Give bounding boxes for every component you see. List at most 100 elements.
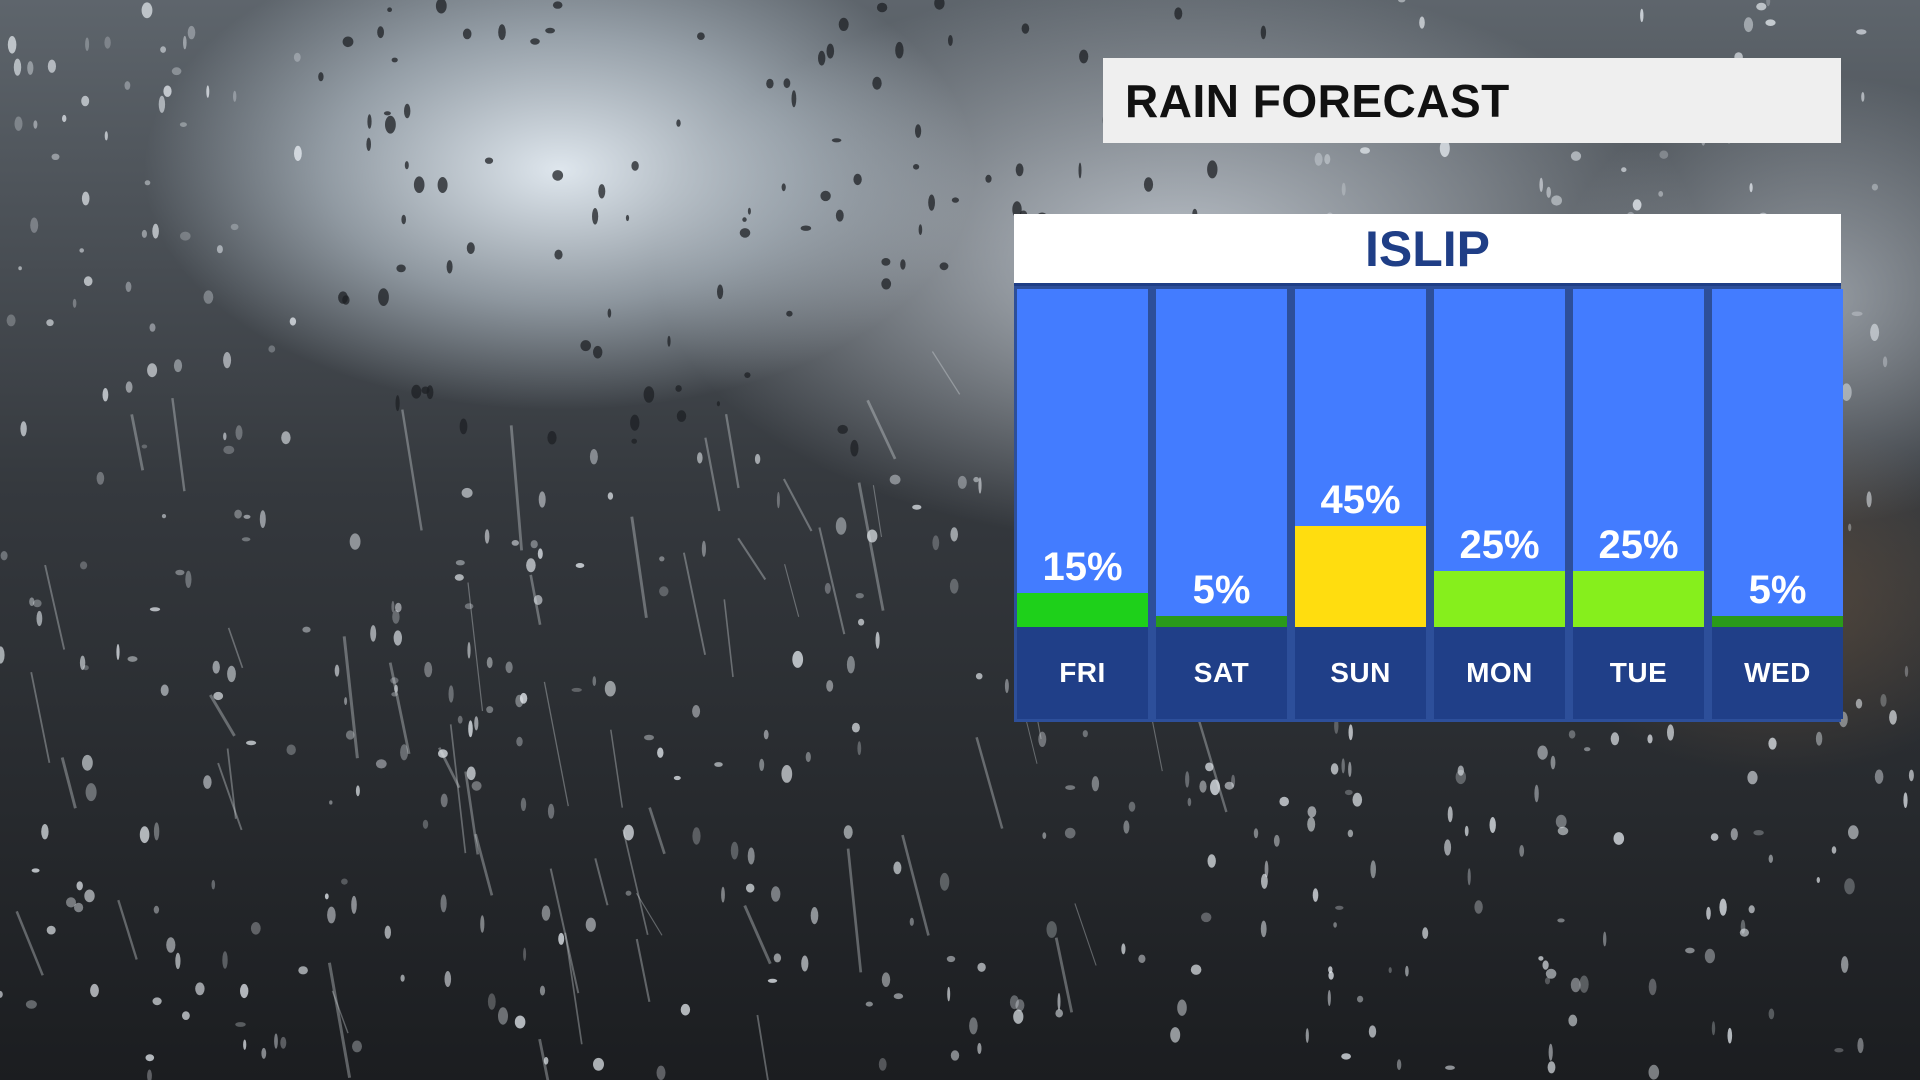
raindrop <box>334 664 340 677</box>
raindrop <box>1815 731 1823 746</box>
raindrop <box>484 157 494 164</box>
raindrop <box>1333 922 1337 928</box>
bar-tue <box>1573 571 1704 627</box>
rain-streak <box>227 627 244 669</box>
rain-streak <box>529 574 542 625</box>
raindrop <box>76 881 83 891</box>
raindrop <box>1704 948 1715 964</box>
raindrop <box>786 310 793 317</box>
raindrop <box>61 114 67 123</box>
raindrop <box>721 886 725 903</box>
raindrop <box>1557 918 1565 923</box>
raindrop <box>810 907 819 925</box>
rain-streak <box>901 834 930 936</box>
raindrop <box>401 214 407 225</box>
raindrop <box>81 191 90 206</box>
value-label-mon: 25% <box>1459 523 1540 567</box>
raindrop <box>1324 154 1331 165</box>
raindrop <box>554 249 563 260</box>
raindrop <box>455 560 465 566</box>
raindrop <box>656 1065 666 1080</box>
location-header: ISLIP <box>1014 214 1841 286</box>
raindrop <box>448 685 454 703</box>
raindrop <box>171 67 182 76</box>
raindrop <box>0 990 3 998</box>
raindrop <box>235 1022 246 1027</box>
raindrop <box>592 208 599 225</box>
rain-streak <box>857 482 885 611</box>
raindrop <box>175 952 181 970</box>
raindrop <box>1603 931 1607 947</box>
raindrop <box>234 509 242 519</box>
raindrop <box>33 599 42 608</box>
raindrop <box>187 25 196 40</box>
raindrop <box>124 81 131 90</box>
raindrop <box>881 258 891 266</box>
raindrop <box>604 680 616 697</box>
raindrop <box>878 1058 887 1071</box>
raindrop <box>454 574 464 581</box>
raindrop <box>391 57 398 63</box>
raindrop <box>153 905 160 914</box>
raindrop <box>41 824 49 840</box>
raindrop <box>692 705 701 718</box>
raindrop <box>505 661 513 674</box>
raindrop <box>1648 978 1657 996</box>
raindrop <box>625 214 630 222</box>
raindrop <box>1841 956 1849 973</box>
raindrop <box>1445 1065 1455 1070</box>
raindrop <box>241 537 251 542</box>
raindrop <box>1551 195 1562 206</box>
raindrop <box>84 889 95 903</box>
day-column-mon: 25% MON <box>1434 289 1565 719</box>
raindrop <box>893 861 902 875</box>
bar-mon <box>1434 571 1565 627</box>
raindrop <box>459 418 468 435</box>
raindrop <box>1348 761 1352 778</box>
day-column-sat: 5% SAT <box>1156 289 1287 719</box>
raindrop <box>180 231 191 241</box>
day-label-wed: WED <box>1744 657 1811 688</box>
raindrop <box>383 111 391 116</box>
raindrop <box>1768 854 1774 863</box>
raindrop <box>324 893 329 900</box>
raindrop <box>539 985 546 996</box>
rain-streak <box>388 662 411 755</box>
raindrop <box>163 85 172 97</box>
raindrop <box>395 602 402 613</box>
raindrop <box>680 1003 691 1016</box>
raindrop <box>835 209 844 222</box>
rain-streak <box>30 672 51 763</box>
raindrop <box>853 173 862 186</box>
raindrop <box>259 510 266 528</box>
raindrop <box>1855 698 1863 709</box>
bar-fri <box>1017 593 1148 627</box>
raindrop <box>14 116 23 131</box>
day-label-sat: SAT <box>1193 657 1250 688</box>
raindrop <box>630 414 640 431</box>
raindrop <box>1658 191 1664 197</box>
raindrop <box>149 323 156 332</box>
raindrop <box>1555 814 1567 829</box>
raindrop <box>46 925 56 935</box>
raindrop <box>592 676 597 687</box>
raindrop <box>20 421 27 437</box>
raindrop <box>223 432 227 441</box>
rain-streak <box>846 848 863 973</box>
raindrop <box>384 925 391 939</box>
raindrop <box>327 906 336 924</box>
raindrop <box>792 650 804 668</box>
raindrop <box>393 630 402 646</box>
raindrop <box>730 841 739 860</box>
raindrop <box>33 120 38 129</box>
raindrop <box>872 76 882 90</box>
raindrop <box>179 122 187 127</box>
raindrop <box>85 37 90 51</box>
raindrop <box>543 1057 549 1065</box>
value-label-sun: 45% <box>1320 478 1401 522</box>
raindrop <box>36 610 43 627</box>
raindrop <box>939 262 949 271</box>
raindrop <box>153 822 160 841</box>
raindrop <box>951 197 960 203</box>
raindrop <box>1260 25 1267 40</box>
